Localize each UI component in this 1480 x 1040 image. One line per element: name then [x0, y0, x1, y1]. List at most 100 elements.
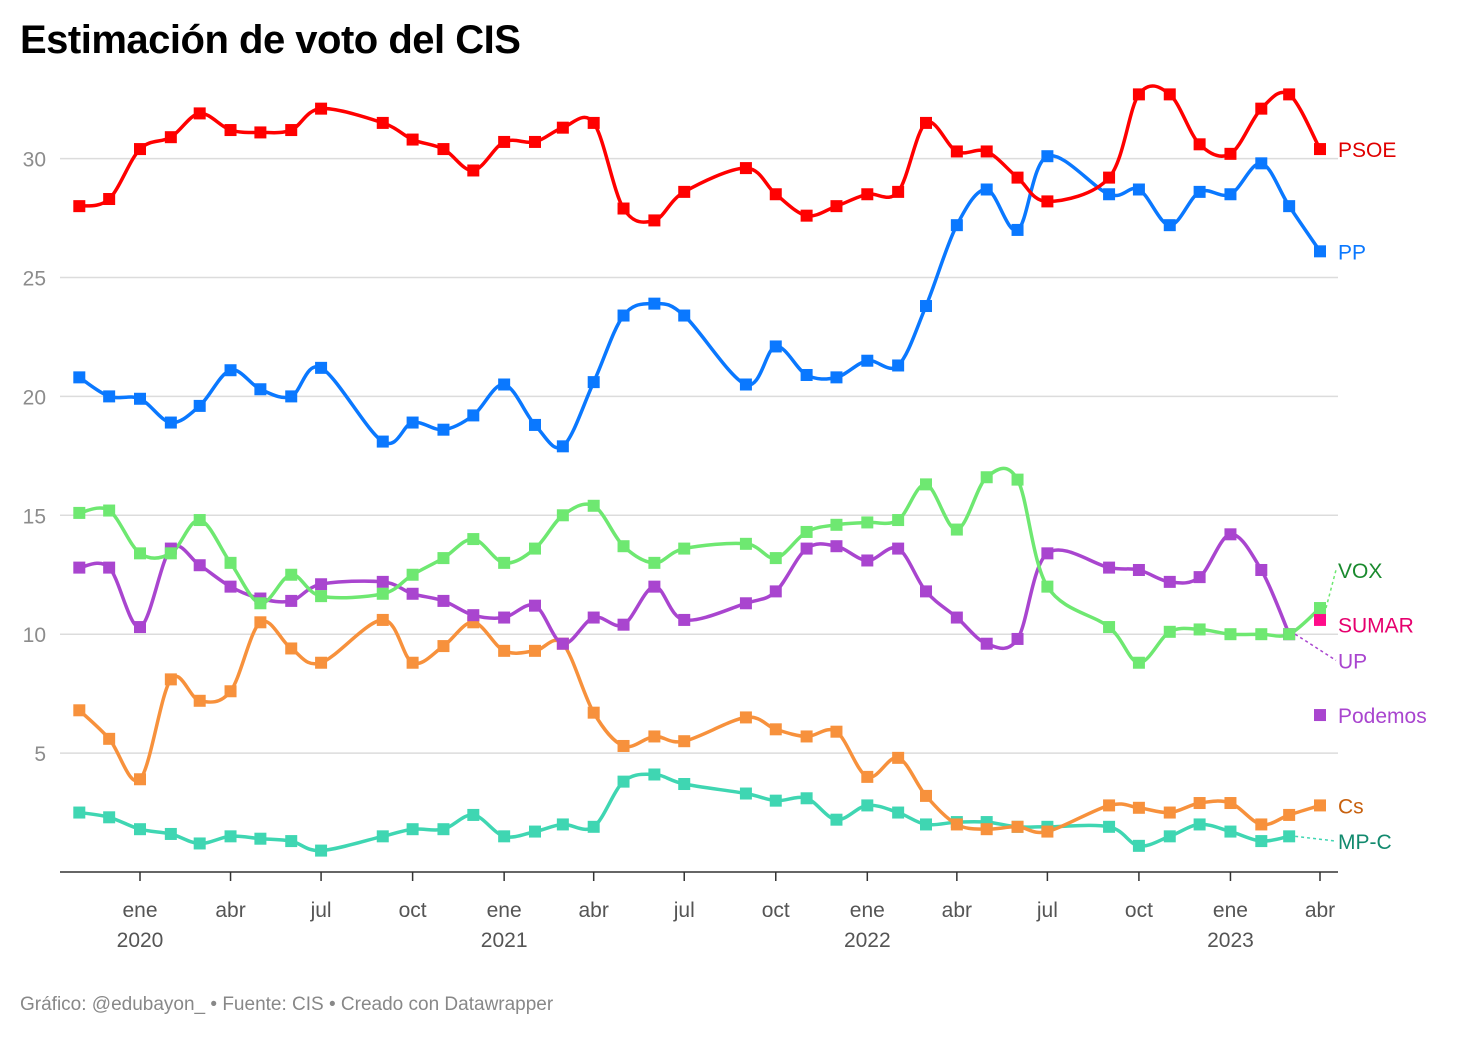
connector-vox: [1325, 569, 1337, 609]
marker-psoe-2020-09-01: [376, 116, 389, 129]
marker-pp-2020-07-01: [315, 361, 328, 374]
marker-vox-2019-11-01: [73, 506, 86, 519]
marker-mp-c-2020-03-01: [193, 837, 206, 850]
marker-cs-2019-12-01: [103, 732, 116, 745]
marker-up-2021-06-01: [648, 580, 661, 593]
marker-psoe-2023-01-01: [1224, 147, 1237, 160]
marker-pp-2021-11-01: [800, 368, 813, 381]
x-tick-label-2022-07-01: jul: [1036, 899, 1058, 922]
marker-pp-2022-11-01: [1163, 219, 1176, 232]
connector-mp-c: [1295, 835, 1337, 842]
marker-cs-2021-09-01: [739, 711, 752, 724]
marker-mp-c-2021-10-01: [769, 794, 782, 807]
marker-psoe-2023-03-01: [1283, 88, 1296, 101]
marker-cs-2022-10-01: [1132, 801, 1145, 814]
marker-pp-2021-10-01: [769, 340, 782, 353]
marker-mp-c-2020-07-01: [315, 844, 328, 857]
marker-pp-2023-04-01: [1314, 245, 1326, 258]
marker-psoe-2020-05-01: [254, 126, 267, 139]
marker-psoe-2021-07-01: [678, 185, 691, 198]
marker-cs-2022-12-01: [1193, 797, 1206, 810]
marker-cs-2020-02-01: [164, 673, 177, 686]
marker-mp-c-2021-11-01: [800, 792, 813, 805]
marker-cs-2020-06-01: [285, 642, 298, 655]
series-label-up: UP: [1338, 650, 1367, 673]
marker-vox-2020-03-01: [193, 514, 206, 527]
marker-cs-2021-12-01: [830, 725, 843, 738]
marker-mp-c-2022-01-01: [861, 799, 874, 812]
marker-pp-2019-12-01: [103, 390, 116, 403]
marker-up-2020-07-01: [315, 578, 328, 591]
marker-pp-2022-06-01: [1011, 223, 1024, 236]
marker-cs-2023-02-01: [1255, 818, 1268, 831]
marker-up-2021-02-01: [528, 599, 541, 612]
marker-mp-c-2021-03-01: [556, 818, 569, 831]
marker-pp-2020-03-01: [193, 399, 206, 412]
marker-up-2023-01-01: [1224, 528, 1237, 541]
x-tick-label-2020-07-01: jul: [310, 899, 332, 922]
y-axis: 5 10 15 20 25 30: [23, 149, 46, 767]
marker-up-2020-12-01: [467, 609, 480, 622]
marker-mp-c-2021-09-01: [739, 787, 752, 800]
marker-vox-2022-04-01: [950, 523, 963, 536]
x-tick-label-2020-04-01: abr: [215, 899, 245, 922]
marker-up-2022-05-01: [980, 637, 993, 650]
marker-cs-2023-03-01: [1283, 808, 1296, 821]
marker-mp-c-2020-04-01: [224, 830, 237, 843]
marker-up-2022-11-01: [1163, 575, 1176, 588]
marker-up-2020-01-01: [134, 621, 146, 634]
x-tick-label-2020-10-01: oct: [399, 899, 427, 922]
marker-pp-2019-11-01: [73, 371, 86, 384]
marker-cs-2020-11-01: [437, 640, 450, 653]
marker-up-2019-11-01: [73, 561, 86, 574]
marker-psoe-2023-04-01: [1314, 143, 1326, 156]
marker-vox-2020-01-01: [134, 547, 146, 560]
x-axis: ene 2020 abr jul oct ene 2021 abr jul oct ene 2022 a…: [60, 871, 1338, 952]
marker-mp-c-2019-11-01: [73, 806, 86, 819]
marker-up-2021-07-01: [678, 613, 691, 626]
marker-psoe-2022-12-01: [1193, 138, 1206, 151]
marker-mp-c-2021-06-01: [648, 768, 661, 781]
marker-up-2020-11-01: [437, 594, 450, 607]
marker-psoe-2021-06-01: [648, 214, 661, 227]
series-label-vox: VOX: [1338, 560, 1382, 583]
marker-up-2021-12-01: [830, 540, 843, 553]
marker-vox-2021-05-01: [617, 540, 630, 553]
marker-mp-c-2020-01-01: [134, 823, 146, 836]
marker-pp-2020-05-01: [254, 383, 267, 396]
marker-pp-2020-02-01: [164, 416, 177, 429]
marker-up-2020-10-01: [406, 587, 419, 600]
marker-mp-c-2023-01-01: [1224, 825, 1237, 838]
marker-psoe-2020-06-01: [285, 124, 298, 137]
grid-lines: [60, 157, 1338, 754]
marker-mp-c-2023-03-01: [1283, 830, 1296, 843]
marker-vox-2021-10-01: [769, 552, 782, 565]
marker-vox-2020-06-01: [285, 568, 298, 581]
x-tick-year-2023: 2023: [1207, 929, 1254, 952]
marker-cs-2023-01-01: [1224, 797, 1237, 810]
marker-up-2022-10-01: [1132, 563, 1145, 576]
marker-pp-2021-01-01: [498, 378, 511, 391]
marker-psoe-2022-02-01: [892, 185, 905, 198]
marker-vox-2021-06-01: [648, 556, 661, 569]
marker-psoe-2020-01-01: [134, 143, 146, 156]
marker-up-2021-01-01: [498, 611, 511, 624]
marker-mp-c-2022-12-01: [1193, 818, 1206, 831]
marker-psoe-2022-11-01: [1163, 88, 1176, 101]
marker-mp-c-2021-01-01: [498, 830, 511, 843]
x-tick-label-2021-07-01: jul: [673, 899, 695, 922]
marker-vox-2020-09-01: [376, 587, 389, 600]
marker-mp-c-2020-09-01: [376, 830, 389, 843]
marker-mp-c-2022-03-01: [920, 818, 933, 831]
marker-cs-2022-09-01: [1103, 799, 1116, 812]
x-tick-year-2020: 2020: [117, 929, 164, 952]
marker-vox-2020-02-01: [164, 547, 177, 560]
marker-cs-2019-11-01: [73, 704, 86, 717]
marker-up-2022-07-01: [1041, 547, 1054, 560]
marker-psoe-2022-01-01: [861, 188, 874, 201]
marker-psoe-2020-03-01: [193, 107, 206, 120]
marker-psoe-2019-12-01: [103, 193, 116, 206]
marker-cs-2021-01-01: [498, 644, 511, 657]
marker-psoe-2021-11-01: [800, 209, 813, 222]
marker-cs-2021-07-01: [678, 735, 691, 748]
